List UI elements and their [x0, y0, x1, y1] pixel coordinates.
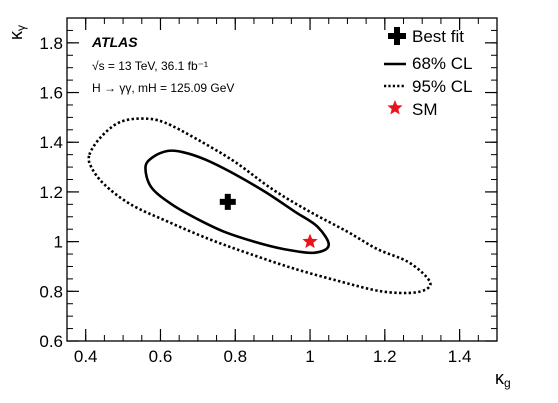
- y-tick-label: 1.4: [39, 133, 63, 152]
- y-tick-label: 0.6: [39, 332, 63, 351]
- axis-ticks: [66, 17, 498, 342]
- legend: Best fit 68% CL 95% CL SM: [384, 27, 472, 119]
- contour-68cl: [144, 149, 331, 255]
- y-tick-label: 1.8: [39, 34, 63, 53]
- legend-label-95cl: 95% CL: [412, 77, 472, 96]
- markers: [219, 193, 318, 249]
- legend-cross-icon: [388, 27, 406, 45]
- x-tick-label: 1.4: [448, 347, 472, 366]
- x-tick-label: 1.2: [373, 347, 397, 366]
- legend-label-best-fit: Best fit: [412, 27, 464, 46]
- sm-star-marker: [302, 233, 318, 249]
- energy-label: √s = 13 TeV, 36.1 fb⁻¹: [92, 59, 208, 73]
- y-tick-label: 1.2: [39, 183, 63, 202]
- y-axis-title: κγ: [6, 25, 28, 40]
- legend-label-68cl: 68% CL: [412, 54, 472, 73]
- contour-95cl: [87, 117, 432, 295]
- y-tick-label: 0.8: [39, 282, 63, 301]
- tick-labels: 0.4 0.6 0.8 1 1.2 1.4 0.6 0.8 1 1.2 1.4 1.6 1.8: [39, 34, 471, 366]
- legend-label-sm: SM: [412, 100, 438, 119]
- x-tick-label: 0.6: [149, 347, 173, 366]
- y-tick-label: 1: [54, 233, 63, 252]
- x-axis-title: κg: [495, 368, 511, 390]
- best-fit-marker: [219, 193, 236, 210]
- y-tick-label: 1.6: [39, 84, 63, 103]
- x-tick-label: 1: [305, 347, 314, 366]
- experiment-label: ATLAS: [91, 34, 138, 50]
- contours: [87, 117, 432, 295]
- legend-star-icon: [387, 100, 403, 115]
- x-tick-label: 0.8: [223, 347, 247, 366]
- process-label: H → γγ, mH = 125.09 GeV: [92, 81, 234, 95]
- x-tick-label: 0.4: [74, 347, 98, 366]
